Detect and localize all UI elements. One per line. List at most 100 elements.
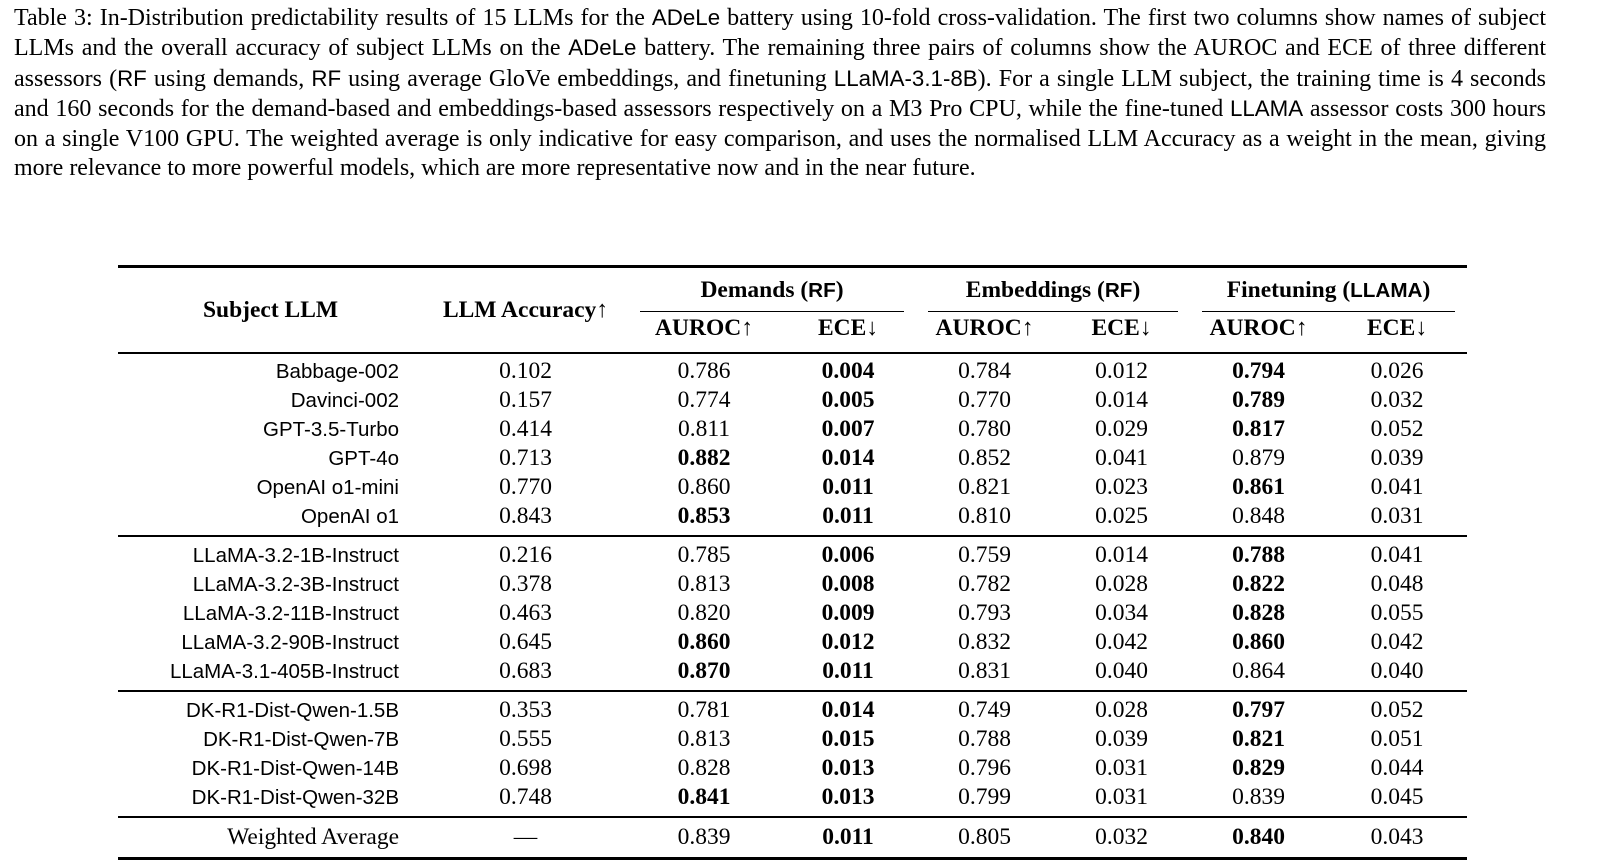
cell-llm-accuracy: 0.713 [499,445,552,471]
table-row: LLaMA-3.2-90B-Instruct 0.645 0.860 0.012 0.8… [118,628,1467,657]
caption-text-run: using demands, [146,65,312,92]
group-label-text: ) [1422,277,1431,303]
group-label-tag: RF [808,279,836,302]
cell-auroc-embeddings: 0.788 [958,726,1011,752]
caption-code-term: RF [117,65,147,91]
cell-auroc-demands: 0.811 [677,416,730,442]
subject-llm-name: LLaMA-3.2-90B-Instruct [181,631,399,654]
cell-auroc-finetuning: 0.860 [1232,629,1285,655]
cell-auroc-demands: 0.860 [677,474,731,500]
subject-llm-name: Babbage-002 [275,360,399,383]
col-header-ece-demands: ECE↓ [780,312,917,354]
cell-ece-demands: 0.011 [780,816,917,859]
subject-llm-name: DK-R1-Dist-Qwen-7B [203,728,399,751]
cell-ece-finetuning: 0.052 [1327,690,1468,725]
cell-ece-demands: 0.014 [780,690,917,725]
group-label-text: ) [1132,277,1141,303]
cell-llm-accuracy: 0.555 [499,726,552,752]
cell-auroc-embeddings: 0.832 [958,629,1011,655]
cell-llm-accuracy: 0.157 [499,387,552,413]
cell-auroc-demands: 0.882 [677,445,731,471]
cell-ece-demands: 0.015 [821,726,875,752]
cell-auroc-embeddings: 0.793 [958,600,1011,626]
cell-auroc-finetuning: 0.848 [1232,503,1285,529]
subject-llm-name: DK-R1-Dist-Qwen-14B [191,757,399,780]
cell-auroc-embeddings: 0.770 [958,387,1011,413]
caption-text-run: assessor costs 300 hours on a single V10… [14,96,1546,182]
subject-llm-name: DK-R1-Dist-Qwen-32B [191,786,399,809]
cell-ece-demands: 0.005 [821,387,875,413]
col-header-llm-accuracy: LLM Accuracy↑ [423,266,628,354]
col-group-demands-rf: Demands (RF) [628,267,916,312]
cell-llm-accuracy: 0.748 [499,784,552,810]
cell-auroc-demands: 0.786 [677,358,731,384]
cell-llm-accuracy: 0.843 [499,503,552,529]
header-sub-row: AUROC↑ ECE↓ AUROC↑ ECE↓ AUROC↑ ECE↓ [118,312,1468,354]
group-label-demands: Demands (RF) [640,268,905,312]
group-label-tag: LLAMA [1350,279,1423,302]
cell-auroc-demands: 0.828 [677,755,731,781]
cell-auroc-finetuning: 0.861 [1232,474,1285,500]
caption-code-term: ADeLe [651,5,721,30]
group-llama-models: LLaMA-3.2-1B-Instruct 0.216 0.785 0.006 0.75… [118,535,1468,691]
cell-ece-embeddings: 0.039 [1095,726,1148,752]
cell-ece-finetuning: 0.041 [1370,474,1424,500]
cell-ece-embeddings: 0.031 [1095,755,1148,781]
cell-ece-finetuning: 0.052 [1370,416,1424,442]
cell-auroc-finetuning: 0.794 [1232,358,1285,384]
table-row: LLaMA-3.2-3B-Instruct 0.378 0.813 0.008 0.78… [118,570,1467,599]
cell-llm-accuracy: 0.378 [499,571,552,597]
table-row: Davinci-002 0.157 0.774 0.005 0.770 0.014 0.78… [118,386,1467,415]
cell-auroc-finetuning: 0.788 [1190,535,1328,570]
cell-auroc-embeddings: 0.749 [916,690,1054,725]
cell-auroc-embeddings: 0.796 [958,755,1011,781]
group-label-text: Embeddings ( [965,277,1105,303]
caption-text-run: ). For a single LLM subject, the trainin… [14,65,1546,123]
table-row: Weighted Average —0.839 0.011 0.805 0.032 0.8… [118,816,1468,859]
cell-auroc-embeddings: 0.759 [916,535,1054,570]
cell-ece-finetuning: 0.055 [1370,600,1424,626]
subject-llm-name: LLaMA-3.2-11B-Instruct [182,602,399,625]
cell-ece-finetuning: 0.051 [1370,726,1424,752]
caption-text-run: using average GloVe embeddings, and fine… [341,65,834,92]
cell-llm-accuracy: 0.102 [499,358,552,384]
cell-auroc-demands: 0.870 [677,658,731,684]
cell-auroc-demands: 0.860 [677,629,731,655]
cell-ece-demands: 0.004 [821,358,875,384]
cell-ece-demands: 0.008 [821,571,875,597]
cell-auroc-embeddings: 0.831 [958,658,1011,684]
header-group-row: Subject LLM LLM Accuracy↑ Demands (RF) E… [118,266,1467,354]
table-row: OpenAI o1 0.843 0.853 0.011 0.810 0.025 0.848 0… [118,502,1467,536]
cell-auroc-demands: 0.839 [628,816,780,859]
cell-ece-embeddings: 0.042 [1095,629,1148,655]
cell-ece-demands: 0.009 [821,600,875,626]
group-label-text: Demands ( [700,277,809,303]
cell-auroc-finetuning: 0.839 [1232,784,1285,810]
cell-ece-demands: 0.011 [822,474,874,500]
cell-llm-accuracy: 0.414 [499,416,552,442]
cell-llm-accuracy: 0.683 [499,658,552,684]
subject-llm-name: LLaMA-3.1-405B-Instruct [169,660,399,683]
caption-code-term: RF [311,65,342,91]
cell-ece-finetuning: 0.045 [1370,784,1424,810]
subject-llm-name: GPT-4o [328,447,399,470]
cell-auroc-finetuning: 0.829 [1232,755,1285,781]
cell-ece-finetuning: 0.039 [1370,445,1424,471]
subject-llm-name: LLaMA-3.2-3B-Instruct [192,573,399,596]
table-row: Babbage-002 0.102 0.786 0.004 0.784 0.012 0.79… [118,353,1467,386]
table-row: LLaMA-3.2-11B-Instruct 0.463 0.820 0.009 0.7… [118,599,1467,628]
results-table: Subject LLM LLM Accuracy↑ Demands (RF) E… [118,265,1468,860]
cell-auroc-demands: 0.841 [677,784,731,810]
table-row: DK-R1-Dist-Qwen-14B 0.698 0.828 0.013 0.796 0… [118,754,1467,783]
cell-ece-embeddings: 0.034 [1095,600,1148,626]
cell-ece-finetuning: 0.040 [1370,658,1424,684]
cell-ece-embeddings: 0.012 [1095,358,1148,384]
cell-ece-finetuning: 0.032 [1370,387,1424,413]
group-label-text: ) [835,277,844,303]
cell-ece-demands: 0.006 [780,535,917,570]
cell-auroc-finetuning: 0.789 [1232,387,1285,413]
cell-auroc-demands: 0.820 [677,600,731,626]
cell-ece-finetuning: 0.044 [1370,755,1424,781]
cell-ece-finetuning: 0.026 [1370,358,1424,384]
